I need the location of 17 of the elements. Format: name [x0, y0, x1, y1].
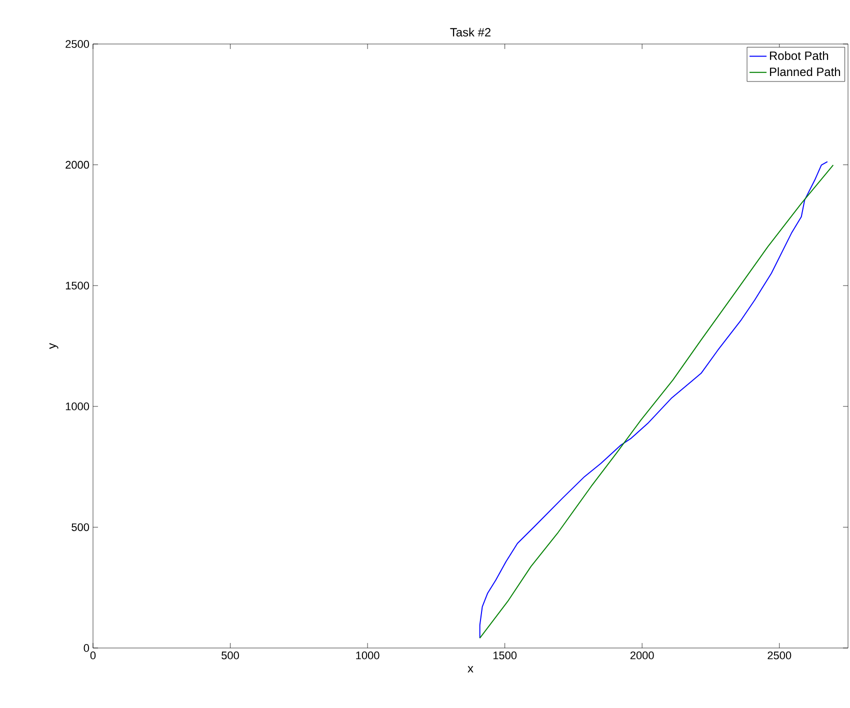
y-tick-label: 1000 [66, 402, 90, 410]
y-axis-title: y [49, 343, 58, 349]
x-axis-title: x [468, 666, 474, 672]
x-tick-label: 2500 [768, 652, 792, 660]
x-tick-label: 1000 [356, 652, 380, 660]
x-tick-label: 0 [90, 652, 96, 660]
chart-title: Task #2 [450, 28, 490, 36]
x-tick-label: 500 [222, 652, 239, 660]
x-tick-label: 1500 [493, 652, 517, 660]
y-tick-label: 2500 [66, 40, 90, 48]
y-tick-label: 2000 [66, 160, 90, 169]
legend-label: Robot Path [770, 51, 828, 60]
y-tick-label: 500 [72, 523, 90, 532]
y-tick-label: 0 [84, 644, 90, 652]
y-tick-label: 1500 [66, 282, 90, 290]
x-tick-label: 2000 [630, 652, 654, 660]
legend-label: Planned Path [770, 67, 840, 76]
